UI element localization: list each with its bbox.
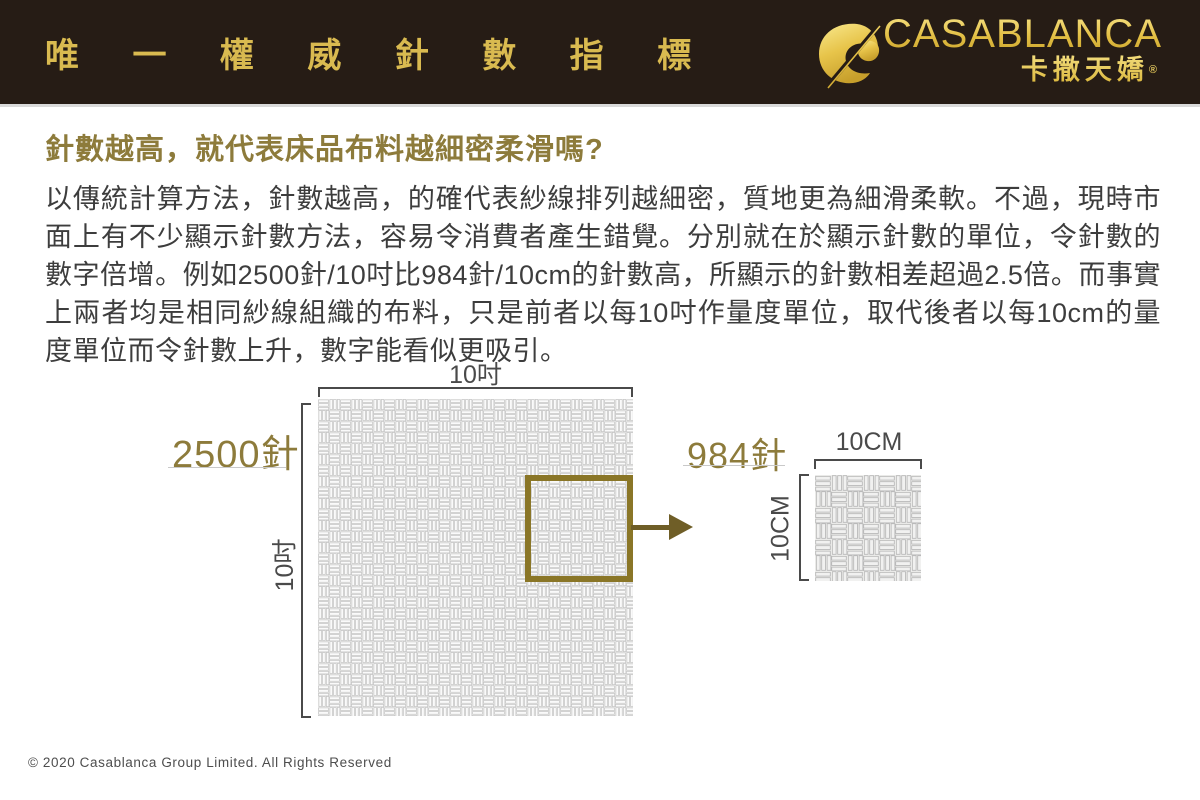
logo-brand-text: CASABLANCA bbox=[883, 12, 1162, 56]
small-swatch-side-dimension: 10CM bbox=[766, 495, 795, 562]
large-fabric-swatch bbox=[318, 399, 633, 716]
small-swatch-top-bracket bbox=[814, 459, 922, 469]
arrow-right-icon bbox=[669, 514, 693, 540]
body-paragraph: 以傳統計算方法，針數越高，的確代表紗線排列越細密，質地更為細滑柔軟。不過，現時市… bbox=[45, 184, 1161, 366]
large-swatch-side-dimension: 10吋 bbox=[271, 538, 299, 592]
large-swatch-top-bracket bbox=[318, 387, 633, 397]
arrow-shaft bbox=[631, 525, 671, 530]
small-label-underline bbox=[683, 465, 785, 466]
brand-logo: CASABLANCA 卡撒天嬌® bbox=[815, 13, 1162, 91]
small-swatch-top-dimension: 10CM bbox=[835, 428, 903, 456]
small-fabric-swatch bbox=[815, 475, 921, 581]
large-swatch-stitch-count: 2500針 bbox=[172, 434, 300, 476]
large-swatch-left-bracket bbox=[301, 403, 311, 718]
registered-mark: ® bbox=[1148, 64, 1162, 76]
header-bar: 唯 一 權 威 針 數 指 標 CASABLANCA 卡撒天嬌® bbox=[0, 0, 1200, 107]
section-heading: 針數越高，就代表床品布料越細密柔滑嗎? bbox=[45, 134, 604, 166]
copyright-text: © 2020 Casablanca Group Limited. All Rig… bbox=[28, 755, 392, 770]
casablanca-emblem-icon bbox=[819, 23, 881, 89]
logo-brand-chinese: 卡撒天嬌® bbox=[1020, 55, 1162, 85]
large-label-underline bbox=[168, 467, 286, 468]
zoom-highlight-square bbox=[525, 475, 633, 582]
large-swatch-top-dimension: 10吋 bbox=[449, 361, 502, 389]
logo-text-column: CASABLANCA 卡撒天嬌® bbox=[883, 13, 1162, 85]
small-swatch-left-bracket bbox=[799, 474, 809, 581]
page-title: 唯 一 權 威 針 數 指 標 bbox=[45, 36, 714, 75]
small-swatch-stitch-count: 984針 bbox=[687, 435, 788, 476]
